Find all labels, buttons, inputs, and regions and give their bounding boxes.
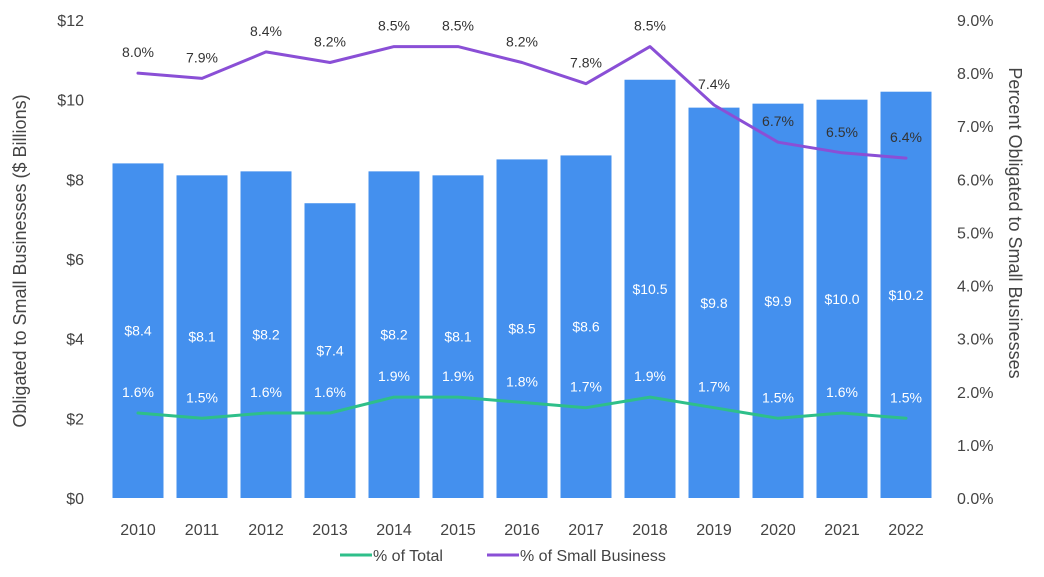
right-tick-2: 2.0%: [957, 385, 993, 402]
total-label-2018: 1.9%: [634, 368, 666, 384]
left-tick-0: $0: [66, 491, 84, 508]
bar-label-2016: $8.5: [508, 321, 535, 337]
x-tick-2012: 2012: [248, 522, 284, 539]
total-label-2015: 1.9%: [442, 368, 474, 384]
x-tick-2016: 2016: [504, 522, 540, 539]
bar-label-2021: $10.0: [824, 291, 859, 307]
left-axis-ticks: $0 $2 $4 $6 $8 $10 $12: [57, 13, 84, 508]
right-tick-8: 8.0%: [957, 66, 993, 83]
bar-2011: [176, 175, 228, 498]
total-label-2020: 1.5%: [762, 389, 794, 405]
bar-label-2017: $8.6: [572, 319, 599, 335]
bar-2019: [688, 107, 740, 498]
right-tick-0: 0.0%: [957, 491, 993, 508]
x-tick-2011: 2011: [185, 522, 220, 539]
line-series-small-business: [136, 45, 908, 160]
bar-label-2015: $8.1: [444, 329, 471, 345]
total-label-2010: 1.6%: [122, 384, 154, 400]
left-tick-5: $10: [57, 93, 84, 110]
bar-label-2022: $10.2: [888, 287, 923, 303]
right-axis-ticks: 0.0% 1.0% 2.0% 3.0% 4.0% 5.0% 6.0% 7.0% 8.0% 9.0%: [957, 13, 993, 508]
small-business-label-2013: 8.2%: [314, 33, 346, 49]
left-tick-2: $4: [66, 332, 84, 349]
bar-2015: [432, 175, 484, 498]
small-business-label-2022: 6.4%: [890, 129, 922, 145]
small-business-label-2019: 7.4%: [698, 76, 730, 92]
bar-label-2014: $8.2: [380, 327, 407, 343]
small-business-label-2015: 8.5%: [442, 18, 474, 34]
x-tick-2020: 2020: [760, 522, 796, 539]
x-tick-2014: 2014: [376, 522, 412, 539]
x-tick-2017: 2017: [568, 522, 604, 539]
lines: [136, 45, 908, 420]
total-label-2017: 1.7%: [570, 379, 602, 395]
total-label-2014: 1.9%: [378, 368, 410, 384]
bars: [112, 79, 932, 499]
bar-2021: [816, 99, 868, 499]
x-tick-2013: 2013: [312, 522, 348, 539]
small-business-label-2011: 7.9%: [186, 49, 218, 65]
small-business-label-2016: 8.2%: [506, 33, 538, 49]
right-tick-9: 9.0%: [957, 13, 993, 30]
total-label-2016: 1.8%: [506, 373, 538, 389]
bar-2020: [752, 103, 804, 499]
x-tick-2015: 2015: [440, 522, 476, 539]
bar-value-labels: $8.4 $8.1 $8.2 $7.4 $8.2 $8.1 $8.5 $8.6 $10.5 $9.…: [124, 281, 923, 359]
left-axis-title: Obligated to Small Businesses ($ Billion…: [10, 94, 30, 427]
bar-label-2019: $9.8: [700, 295, 727, 311]
bar-label-2013: $7.4: [316, 343, 343, 359]
right-tick-4: 4.0%: [957, 279, 993, 296]
right-tick-6: 6.0%: [957, 172, 993, 189]
bar-2010: [112, 163, 164, 498]
right-tick-1: 1.0%: [957, 438, 993, 455]
small-business-label-2014: 8.5%: [378, 18, 410, 34]
total-label-2011: 1.5%: [186, 389, 218, 405]
bar-2012: [240, 171, 292, 498]
x-tick-2022: 2022: [888, 522, 924, 539]
right-tick-7: 7.0%: [957, 119, 993, 136]
bar-2017: [560, 155, 612, 498]
total-label-2022: 1.5%: [890, 389, 922, 405]
bar-label-2012: $8.2: [252, 327, 279, 343]
bar-2013: [304, 203, 356, 498]
bar-label-2018: $10.5: [632, 281, 667, 297]
line-series-total: [136, 395, 908, 420]
bar-2016: [496, 159, 548, 498]
left-tick-3: $6: [66, 252, 84, 269]
x-tick-2010: 2010: [120, 522, 156, 539]
x-tick-2018: 2018: [632, 522, 668, 539]
left-tick-4: $8: [66, 172, 84, 189]
bar-label-2020: $9.9: [764, 293, 791, 309]
small-business-label-2020: 6.7%: [762, 113, 794, 129]
left-tick-1: $2: [66, 411, 84, 428]
line-value-labels: 1.6% 1.5% 1.6% 1.6% 1.9% 1.9% 1.8% 1.7% 1.9% 1.7%…: [122, 18, 922, 406]
small-business-label-2010: 8.0%: [122, 44, 154, 60]
right-tick-3: 3.0%: [957, 332, 993, 349]
legend: % of Total % of Small Business: [340, 548, 666, 565]
total-label-2012: 1.6%: [250, 384, 282, 400]
x-tick-2021: 2021: [824, 522, 860, 539]
bar-2014: [368, 171, 420, 498]
small-business-label-2012: 8.4%: [250, 23, 282, 39]
x-axis-ticks: 2010 2011 2012 2013 2014 2015 2016 2017 2018 2019…: [120, 522, 924, 539]
right-axis-title: Percent Obligated to Small Businesses: [1005, 67, 1025, 378]
total-label-2013: 1.6%: [314, 384, 346, 400]
bar-2018: [624, 79, 676, 498]
legend-label-total: % of Total: [373, 548, 443, 565]
small-business-label-2018: 8.5%: [634, 18, 666, 34]
total-label-2021: 1.6%: [826, 384, 858, 400]
small-business-label-2017: 7.8%: [570, 55, 602, 71]
legend-label-small-business: % of Small Business: [520, 548, 666, 565]
small-business-label-2021: 6.5%: [826, 124, 858, 140]
bar-label-2011: $8.1: [188, 329, 215, 345]
total-label-2019: 1.7%: [698, 379, 730, 395]
x-tick-2019: 2019: [696, 522, 732, 539]
right-tick-5: 5.0%: [957, 225, 993, 242]
left-tick-6: $12: [57, 13, 84, 30]
bar-label-2010: $8.4: [124, 323, 151, 339]
